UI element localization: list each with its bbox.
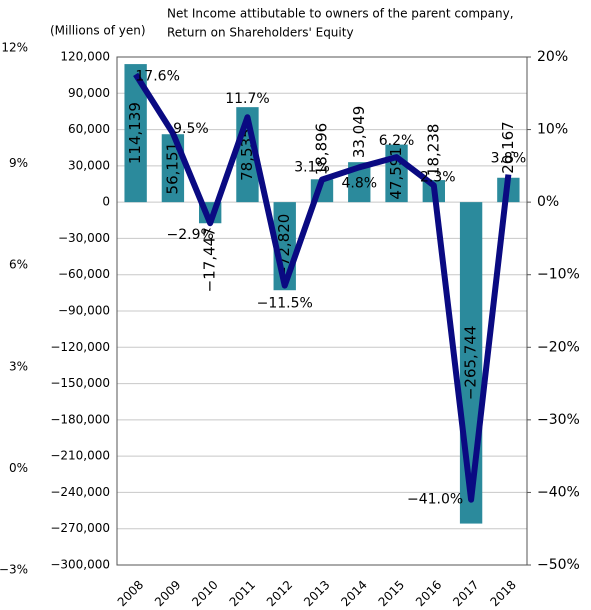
line-value-label: 3.8% — [491, 151, 527, 167]
line-value-label: −11.5% — [257, 296, 313, 312]
x-tick-label: 2009 — [152, 578, 183, 609]
y3-tick-label: 0% — [9, 461, 28, 475]
line-value-label: 2.3% — [420, 169, 456, 185]
y3-tick-label: 3% — [9, 359, 28, 373]
x-tick-label: 2015 — [376, 578, 407, 609]
x-tick-label: 2014 — [338, 578, 369, 609]
y2-tick-label: 0% — [537, 194, 559, 210]
line-value-label: −2.9% — [167, 227, 214, 243]
line-value-label: 3.1% — [294, 160, 330, 176]
y-tick-label: −270,000 — [50, 521, 110, 535]
x-tick-label: 2012 — [264, 578, 295, 609]
x-tick-label: 2011 — [227, 578, 258, 609]
x-tick-label: 2017 — [450, 578, 481, 609]
line-value-label: 9.5% — [173, 121, 209, 137]
y-tick-label: −210,000 — [50, 449, 110, 463]
y-tick-label: 90,000 — [68, 86, 110, 100]
bar-value-label: 56,151 — [163, 142, 181, 195]
y-tick-label: 120,000 — [60, 50, 110, 64]
y-tick-label: −150,000 — [50, 376, 110, 390]
y-tick-label: 60,000 — [68, 122, 110, 136]
y2-tick-label: 20% — [537, 49, 568, 65]
y2-tick-label: −10% — [537, 267, 580, 283]
x-tick-label: 2010 — [189, 578, 220, 609]
line-value-label: 17.6% — [135, 68, 179, 84]
y-tick-label: 30,000 — [68, 158, 110, 172]
line-value-label: 11.7% — [225, 91, 269, 107]
bar-value-label: −265,744 — [462, 326, 480, 401]
y-tick-label: −60,000 — [58, 267, 110, 281]
plot-frame — [116, 56, 528, 566]
y-tick-label: −180,000 — [50, 412, 110, 426]
y-tick-label: −30,000 — [58, 231, 110, 245]
y3-tick-label: 6% — [9, 258, 28, 272]
y2-tick-label: 10% — [537, 122, 568, 138]
y2-tick-label: −40% — [537, 484, 580, 500]
x-tick-label: 2016 — [413, 578, 444, 609]
line-value-label: 4.8% — [341, 175, 377, 191]
bar-value-label: 114,139 — [126, 102, 144, 164]
x-tick-label: 2018 — [487, 578, 518, 609]
y2-tick-label: −30% — [537, 412, 580, 428]
roe-line — [133, 72, 512, 503]
y2-tick-label: −50% — [537, 557, 580, 573]
line-value-label: 6.2% — [379, 133, 415, 149]
y3-tick-label: 12% — [1, 41, 28, 55]
y3-tick-label: −3% — [0, 563, 28, 577]
bar-value-label: 33,049 — [350, 106, 368, 159]
y-tick-label: −240,000 — [50, 485, 110, 499]
y-tick-label: −90,000 — [58, 304, 110, 318]
x-tick-label: 2013 — [301, 578, 332, 609]
bar-value-label: −17,447 — [201, 227, 219, 292]
bar-value-label: 20,167 — [499, 121, 517, 174]
y-tick-label: 0 — [102, 195, 110, 209]
line-value-label: −41.0% — [407, 492, 463, 508]
y-tick-label: −120,000 — [50, 340, 110, 354]
chart-subtitle: Return on Shareholders' Equity — [167, 26, 354, 40]
chart-title: Net Income attibutable to owners of the … — [167, 7, 514, 21]
y2-tick-label: −20% — [537, 339, 580, 355]
y3-tick-label: 9% — [9, 156, 28, 170]
bar-value-label: 18,238 — [424, 124, 442, 177]
bar — [124, 64, 147, 203]
bar-value-label: 18,896 — [313, 123, 331, 176]
x-tick-label: 2008 — [115, 578, 146, 609]
y-tick-label: −300,000 — [50, 558, 110, 572]
y-axis-label: (Millions of yen) — [50, 24, 146, 38]
